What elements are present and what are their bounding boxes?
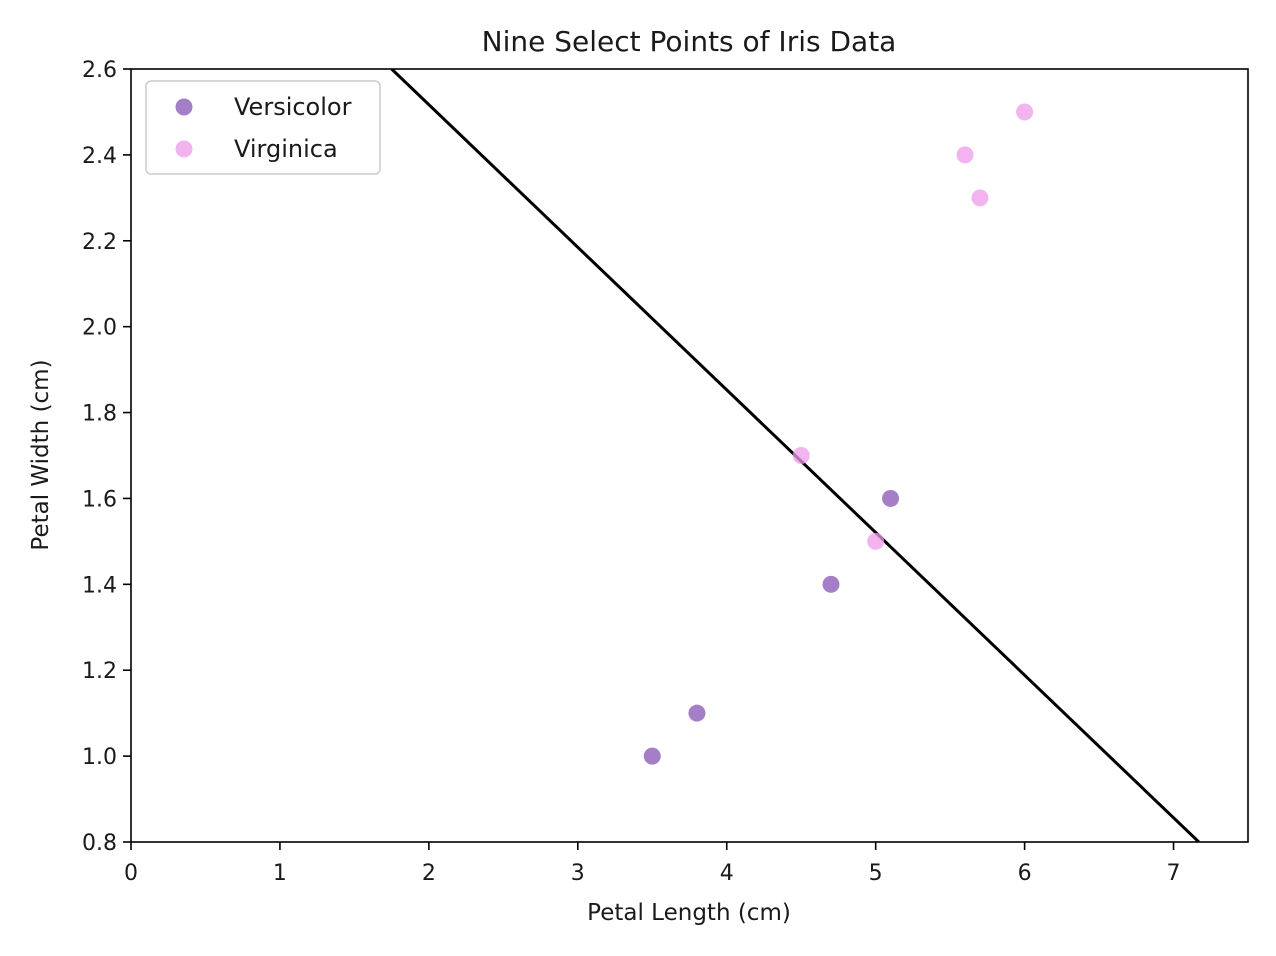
legend-marker	[175, 98, 193, 116]
data-point	[1016, 103, 1034, 121]
y-tick-label: 1.0	[82, 745, 117, 770]
x-tick-label: 5	[869, 861, 883, 886]
y-tick-label: 1.8	[82, 402, 117, 427]
data-point	[956, 146, 974, 164]
y-axis-label: Petal Width (cm)	[28, 359, 54, 550]
plot-area	[130, 68, 1249, 843]
x-tick-label: 0	[124, 861, 138, 886]
legend-label: Versicolor	[234, 93, 352, 121]
data-point	[867, 532, 885, 550]
series-versicolor	[643, 489, 900, 765]
x-tick-label: 3	[571, 861, 585, 886]
data-point	[882, 489, 900, 507]
legend-label: Virginica	[234, 135, 338, 163]
x-tick-label: 6	[1018, 861, 1032, 886]
y-tick-label: 2.6	[82, 58, 117, 83]
x-tick-label: 7	[1167, 861, 1181, 886]
legend-box	[145, 80, 381, 175]
data-point	[792, 447, 810, 464]
x-tick-label: 1	[273, 861, 287, 886]
data-point	[971, 189, 989, 207]
y-tick-label: 2.2	[82, 230, 117, 255]
x-axis-label: Petal Length (cm)	[587, 900, 791, 926]
y-axis: 0.8 1.0 1.2 1.4 1.6 1.8 2.0 2.2 2.4 2.6	[82, 58, 131, 856]
legend-marker	[175, 140, 193, 158]
x-tick-label: 4	[720, 861, 734, 886]
y-tick-label: 1.4	[82, 573, 117, 598]
x-tick-label: 2	[422, 861, 436, 886]
data-point	[688, 704, 706, 722]
y-tick-label: 0.8	[82, 831, 117, 856]
y-tick-label: 2.0	[82, 316, 117, 341]
series-virginica	[792, 103, 1034, 550]
y-tick-label: 1.2	[82, 659, 117, 684]
data-point	[643, 747, 661, 765]
legend: Versicolor Virginica	[145, 80, 381, 175]
y-tick-label: 1.6	[82, 487, 117, 512]
chart-title: Nine Select Points of Iris Data	[482, 25, 897, 58]
plot-frame	[130, 68, 1249, 843]
data-point	[822, 575, 840, 593]
x-axis: 0 1 2 3 4 5 6 7	[124, 842, 1181, 886]
y-tick-label: 2.4	[82, 144, 117, 169]
